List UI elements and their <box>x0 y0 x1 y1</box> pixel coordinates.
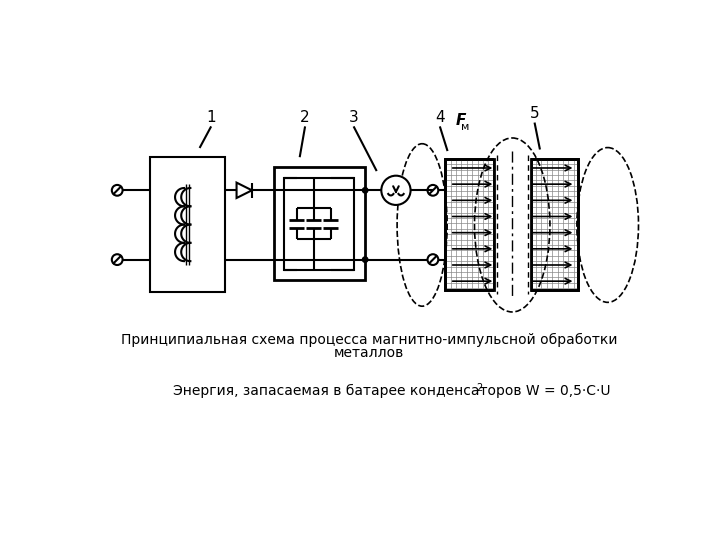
Text: Энергия, запасаемая в батарее конденсаторов W = 0,5·C·U: Энергия, запасаемая в батарее конденсато… <box>173 384 610 399</box>
Bar <box>445 159 494 291</box>
Circle shape <box>362 257 368 262</box>
Bar <box>284 178 354 269</box>
Text: 2: 2 <box>300 110 310 125</box>
Bar <box>274 167 365 280</box>
Bar <box>494 155 531 294</box>
Text: 5: 5 <box>530 106 539 121</box>
Text: Принципиальная схема процесса магнитно-импульсной обработки: Принципиальная схема процесса магнитно-и… <box>121 333 617 347</box>
Bar <box>445 159 494 291</box>
Text: 2: 2 <box>476 383 482 393</box>
Text: F: F <box>455 113 466 128</box>
Text: 1: 1 <box>207 110 216 125</box>
Text: 4: 4 <box>435 110 445 125</box>
Text: 3: 3 <box>348 110 359 125</box>
Bar <box>531 159 578 291</box>
Text: металлов: металлов <box>334 346 404 360</box>
Circle shape <box>362 187 368 193</box>
Text: м: м <box>462 122 469 132</box>
Circle shape <box>382 176 410 205</box>
Bar <box>531 159 578 291</box>
Bar <box>150 157 225 292</box>
Polygon shape <box>237 183 252 198</box>
